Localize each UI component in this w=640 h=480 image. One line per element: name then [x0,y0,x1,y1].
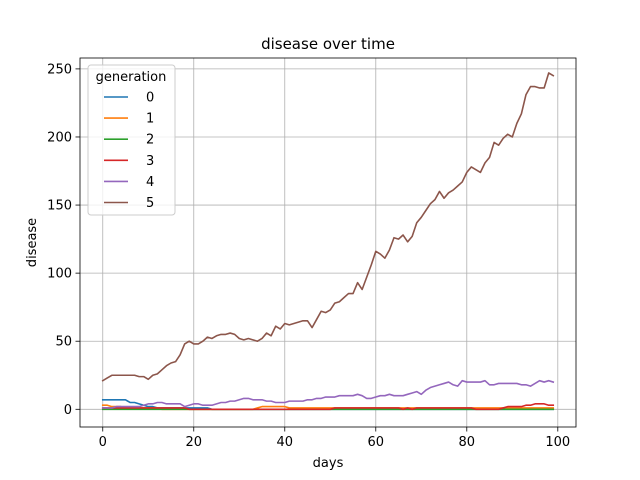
y-axis-label: disease [25,218,40,267]
x-tick-label: 40 [276,435,293,450]
legend-label-generation-0: 0 [146,91,154,106]
series-line-generation-5 [101,72,555,382]
x-axis-label: days [313,456,344,471]
y-tick-label: 50 [55,335,72,350]
series-lines [101,72,555,411]
legend-box [87,64,176,216]
x-tick-label: 20 [185,435,202,450]
legend-label-generation-1: 1 [146,112,154,127]
x-tick-label: 0 [99,435,107,450]
x-tick-label: 80 [459,435,476,450]
legend-label-generation-2: 2 [146,133,154,148]
y-tick-label: 200 [47,130,72,145]
x-tick-label: 100 [545,435,570,450]
legend-label-generation-5: 5 [146,196,154,211]
series-line-generation-3 [101,403,555,411]
chart-title: disease over time [261,35,395,53]
y-tick-label: 150 [47,199,72,214]
legend-items: 0 1 2 3 4 5 [104,91,154,211]
x-tick-label: 60 [368,435,385,450]
legend: generation 0 1 2 3 4 5 [87,64,176,216]
series-line-generation-4 [101,379,555,409]
plot-area [79,57,577,428]
y-tick-label: 250 [47,62,72,77]
legend-label-generation-4: 4 [146,175,154,190]
y-tick-label: 0 [64,403,72,418]
legend-label-generation-3: 3 [146,154,154,169]
y-tick-label: 100 [47,267,72,282]
legend-title: generation [96,70,167,85]
